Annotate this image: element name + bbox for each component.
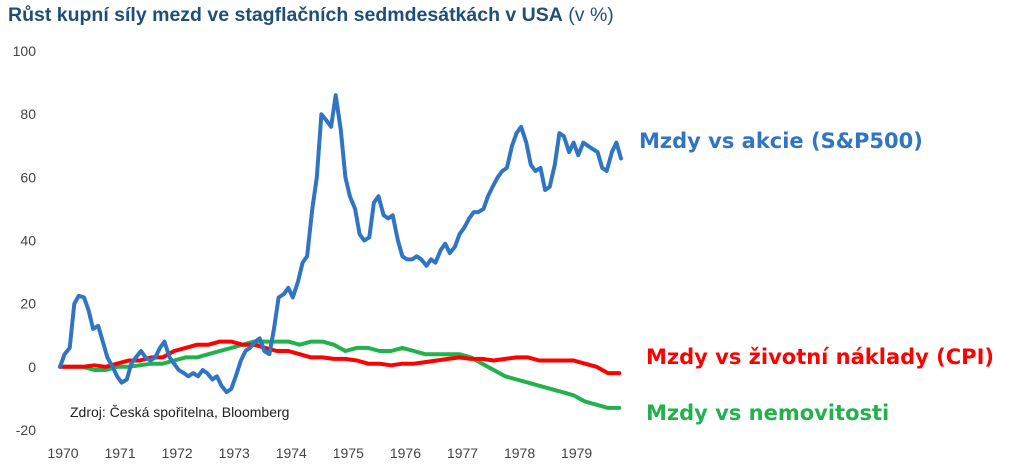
y-tick-label: 20 bbox=[20, 296, 36, 312]
y-tick-label: 0 bbox=[28, 359, 36, 375]
y-axis-ticks: -20 0 20 40 60 80 100 bbox=[13, 43, 37, 438]
series-label: Mzdy vs akcie (S&P500) bbox=[639, 129, 923, 153]
x-tick-label: 1971 bbox=[104, 445, 135, 461]
x-tick-label: 1979 bbox=[561, 445, 592, 461]
x-tick-label: 1972 bbox=[162, 445, 193, 461]
x-tick-label: 1973 bbox=[219, 445, 250, 461]
series-label: Mzdy vs nemovitosti bbox=[646, 401, 889, 425]
x-tick-label: 1977 bbox=[447, 445, 478, 461]
y-tick-label: 40 bbox=[20, 233, 36, 249]
x-axis-ticks: 1970 1971 1972 1973 1974 1975 1976 1977 1978 1979 bbox=[47, 445, 592, 461]
source-note: Zdroj: Česká spořitelna, Bloomberg bbox=[70, 404, 289, 420]
x-tick-label: 1976 bbox=[390, 445, 421, 461]
y-tick-label: 80 bbox=[20, 106, 36, 122]
series-lines bbox=[58, 93, 623, 410]
series-label: Mzdy vs životní náklady (CPI) bbox=[646, 345, 994, 369]
y-tick-label: 60 bbox=[20, 169, 36, 185]
x-tick-label: 1978 bbox=[504, 445, 535, 461]
chart-title: Růst kupní síly mezd ve stagflačních sed… bbox=[8, 4, 614, 27]
x-tick-label: 1974 bbox=[276, 445, 307, 461]
series-line bbox=[58, 339, 622, 410]
y-tick-label: -20 bbox=[16, 422, 36, 438]
y-tick-label: 100 bbox=[13, 43, 37, 59]
x-tick-label: 1970 bbox=[47, 445, 78, 461]
series-line bbox=[58, 93, 623, 395]
chart-title-unit: (v %) bbox=[568, 4, 614, 26]
series-labels: Mzdy vs akcie (S&P500) Mzdy vs životní ná… bbox=[639, 129, 994, 425]
x-tick-label: 1975 bbox=[333, 445, 364, 461]
chart-title-main: Růst kupní síly mezd ve stagflačních sed… bbox=[8, 4, 563, 26]
